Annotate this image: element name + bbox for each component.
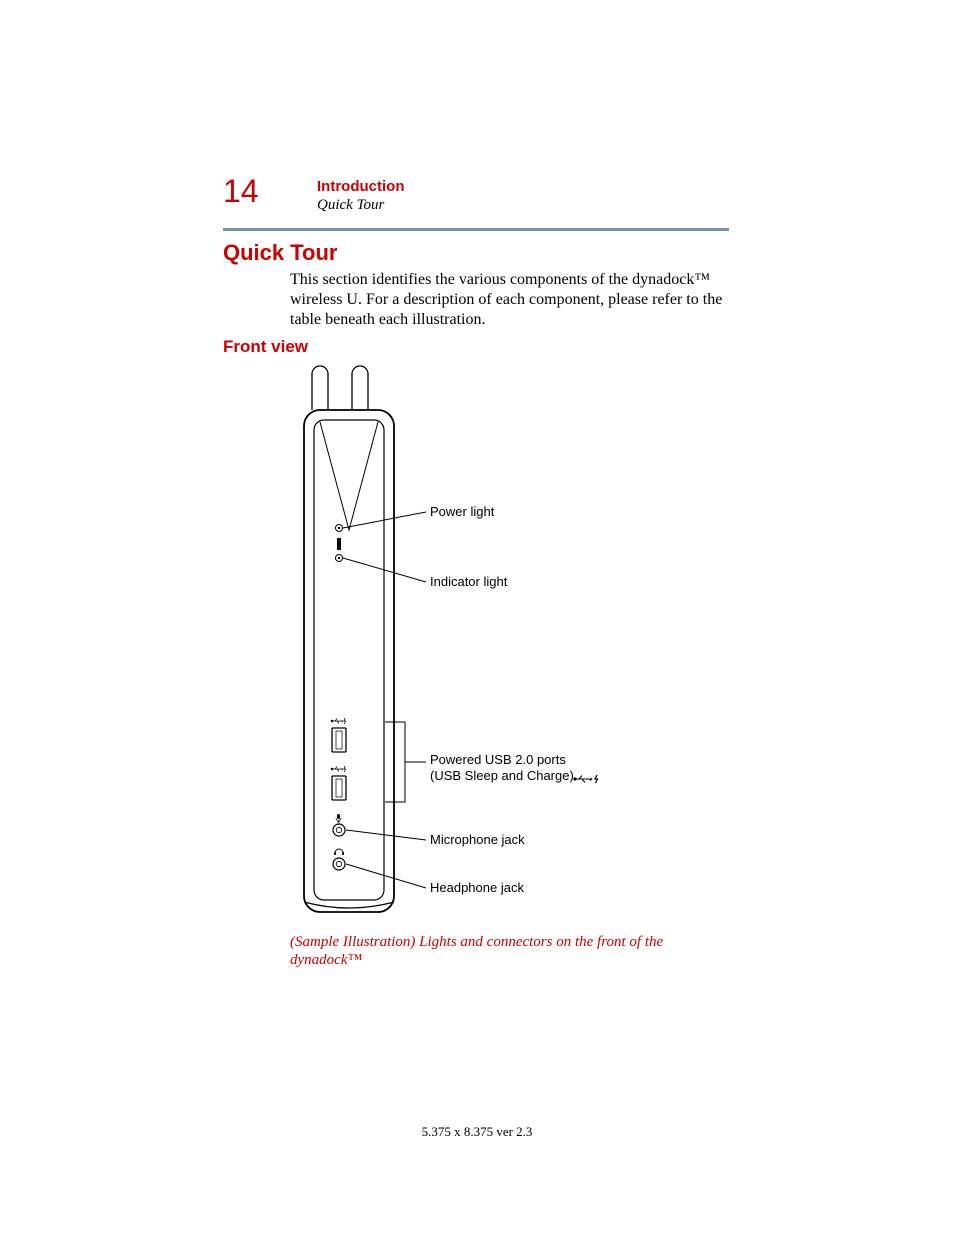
usb-port-1 (332, 728, 346, 752)
antenna (352, 366, 368, 410)
running-head: Quick Tour (317, 197, 384, 214)
front-view-figure: Power light Indicator light Powered USB 2.… (290, 360, 730, 920)
section-heading: Quick Tour (223, 240, 338, 266)
indicator-led-dot (338, 557, 340, 559)
subsection-heading: Front view (223, 337, 308, 357)
callout-label-headphone-jack: Headphone jack (430, 880, 524, 895)
section-body: This section identifies the various comp… (290, 270, 725, 330)
page-number: 14 (223, 173, 259, 210)
usb-port-2 (332, 776, 346, 800)
power-led-dot (338, 527, 340, 529)
usb-charge-inline-icon (573, 775, 597, 783)
page-footer: 5.375 x 8.375 ver 2.3 (0, 1124, 954, 1140)
chapter-title: Introduction (317, 178, 404, 195)
antenna (312, 366, 328, 410)
page: 14 Introduction Quick Tour Quick Tour Th… (0, 0, 954, 1235)
callout-label-power-light: Power light (430, 504, 495, 519)
figure-caption: (Sample Illustration) Lights and connect… (290, 933, 690, 969)
device-panel (314, 420, 384, 900)
callout-label-usb-ports: Powered USB 2.0 ports (430, 752, 566, 767)
callout-label-indicator-light: Indicator light (430, 574, 508, 589)
data-led-bar (337, 538, 341, 550)
callout-label-mic-jack: Microphone jack (430, 832, 525, 847)
header-rule (223, 228, 729, 231)
callout-label2-usb-ports: (USB Sleep and Charge) (430, 768, 574, 783)
